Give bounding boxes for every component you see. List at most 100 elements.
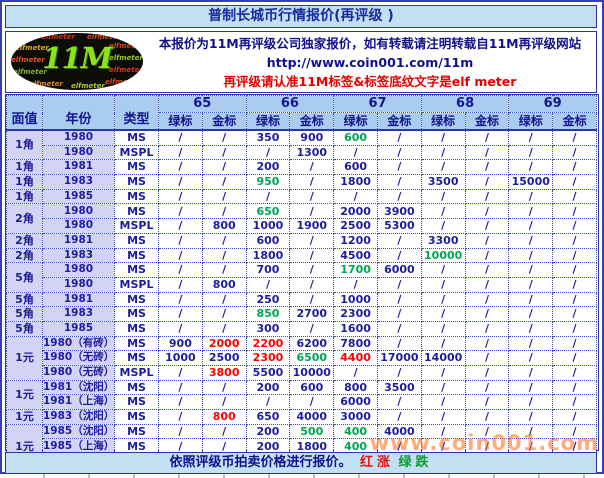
price-cell: / bbox=[552, 423, 597, 440]
price-cell: / bbox=[289, 159, 335, 176]
price-cell: / bbox=[333, 365, 378, 381]
type-cell: MS bbox=[114, 409, 159, 425]
price-cell: / bbox=[376, 320, 422, 337]
price-cell: 600 bbox=[245, 232, 291, 249]
price-cell: / bbox=[245, 188, 291, 205]
price-cell: 500 bbox=[289, 423, 335, 440]
price-cell: / bbox=[464, 379, 510, 396]
table-row: 2角 1980 MS //650/2000 3900// / / bbox=[6, 203, 597, 234]
price-cell: 1000 bbox=[333, 291, 378, 308]
price-cell: / bbox=[289, 291, 335, 308]
footer-note-text: 依照评级币拍卖价格进行报价。 bbox=[169, 455, 352, 470]
price-cell: 600 bbox=[333, 159, 378, 176]
price-cell: / bbox=[552, 350, 597, 366]
price-cell: / bbox=[420, 365, 466, 381]
year-cell: 1980 bbox=[42, 262, 115, 278]
green-fall-label: 绿跌 bbox=[398, 455, 433, 470]
col-header-year: 年份 bbox=[42, 95, 115, 131]
price-cell: / bbox=[552, 306, 597, 322]
price-cell: 3900 bbox=[376, 203, 422, 220]
type-cell: MSPL bbox=[114, 144, 159, 161]
year-cell: 1981 bbox=[42, 291, 115, 308]
price-cell: 10000 bbox=[420, 247, 466, 264]
price-cell: / bbox=[508, 306, 554, 322]
elfmeter-word: elfmeter bbox=[29, 80, 63, 88]
table-row: 1980（无砖） MSPL/3800 5500 10000// / / / / bbox=[7, 365, 597, 381]
year-cell: 1983 bbox=[42, 174, 115, 190]
price-cell: / bbox=[508, 350, 554, 366]
price-cell: / bbox=[158, 262, 203, 278]
price-cell: / bbox=[376, 394, 422, 411]
gold-label-header: 金标 bbox=[201, 112, 247, 131]
elfmeter-word: elfmeter bbox=[87, 33, 121, 41]
year-cell: 1985 bbox=[42, 320, 115, 337]
price-cell: / bbox=[464, 306, 510, 322]
price-cell: / bbox=[464, 409, 510, 425]
price-cell: 850 bbox=[245, 306, 291, 322]
price-cell: / bbox=[464, 291, 510, 308]
price-cell: 17000 bbox=[376, 350, 422, 366]
col-header-face-value: 面值 bbox=[6, 95, 43, 131]
price-cell: / bbox=[158, 247, 203, 264]
price-cell: / bbox=[552, 276, 597, 293]
price-table-wrap: 面值 年份 类型 65 66 67 68 69 绿标 金标 绿标 金标 绿标 金… bbox=[5, 94, 599, 469]
price-cell: / bbox=[376, 247, 422, 264]
price-cell: / bbox=[158, 320, 203, 337]
price-cell: / bbox=[464, 350, 510, 366]
price-cell: / bbox=[376, 335, 422, 352]
price-cell: / bbox=[552, 379, 597, 396]
price-cell: 4000 bbox=[289, 409, 335, 425]
col-header-type: 类型 bbox=[114, 95, 159, 131]
price-cell: / bbox=[245, 394, 291, 411]
year-cell: 1980（无砖） bbox=[42, 365, 115, 381]
price-cell: / bbox=[464, 262, 510, 278]
elfmeter-word: elfmeter bbox=[15, 44, 49, 52]
notice-url: http://www.coin001.com/11m bbox=[266, 55, 474, 70]
price-cell: / bbox=[420, 218, 466, 234]
table-row: 2角 1981 MS //600/1200/3300// / bbox=[6, 232, 597, 249]
price-cell: / bbox=[289, 188, 335, 205]
price-cell: 2700 bbox=[289, 306, 335, 322]
price-cell: / bbox=[464, 129, 510, 146]
price-cell: 6500 bbox=[289, 350, 335, 366]
gold-label-header: 金标 bbox=[289, 112, 335, 131]
price-cell: / bbox=[552, 409, 597, 425]
price-cell: 1800 bbox=[245, 247, 291, 264]
year-cell: 1983 bbox=[42, 247, 115, 264]
year-cell: 1981 bbox=[42, 159, 115, 176]
price-cell: / bbox=[158, 423, 203, 440]
price-cell: / bbox=[289, 174, 335, 190]
price-cell: / bbox=[464, 247, 510, 264]
table-row: 1980（无砖） MS 1000 2500 2300 6500 4400 17000 14000… bbox=[7, 350, 597, 366]
price-cell: 1000 bbox=[245, 218, 291, 234]
gold-label-header: 金标 bbox=[552, 112, 597, 131]
price-cell: 900 bbox=[158, 335, 203, 352]
price-cell: / bbox=[508, 409, 554, 425]
type-cell: MS bbox=[114, 203, 159, 220]
price-cell: / bbox=[464, 320, 510, 337]
footer-note: 依照评级币拍卖价格进行报价。 红涨 绿跌 bbox=[5, 452, 597, 474]
price-cell: / bbox=[420, 188, 466, 205]
type-cell: MSPL bbox=[114, 276, 159, 293]
price-cell: / bbox=[289, 232, 335, 249]
price-cell: / bbox=[201, 129, 247, 146]
green-label-header: 绿标 bbox=[158, 112, 203, 131]
grade-67-header: 67 bbox=[333, 95, 422, 113]
price-cell: / bbox=[420, 159, 466, 176]
price-cell: / bbox=[552, 203, 597, 220]
price-cell: / bbox=[552, 262, 597, 278]
price-cell: / bbox=[420, 320, 466, 337]
price-cell: / bbox=[201, 262, 247, 278]
price-cell: / bbox=[201, 320, 247, 337]
price-cell: / bbox=[464, 159, 510, 176]
price-cell: / bbox=[201, 203, 247, 220]
price-cell: / bbox=[508, 188, 554, 205]
face-value-cell: 5角 bbox=[6, 291, 43, 308]
price-cell: / bbox=[376, 159, 422, 176]
year-cell: 1985 bbox=[42, 188, 115, 205]
price-cell: / bbox=[201, 394, 247, 411]
year-cell: 1980 bbox=[42, 144, 115, 161]
price-cell: 200 bbox=[245, 159, 291, 176]
price-cell: / bbox=[420, 379, 466, 396]
price-cell: / bbox=[201, 144, 247, 161]
